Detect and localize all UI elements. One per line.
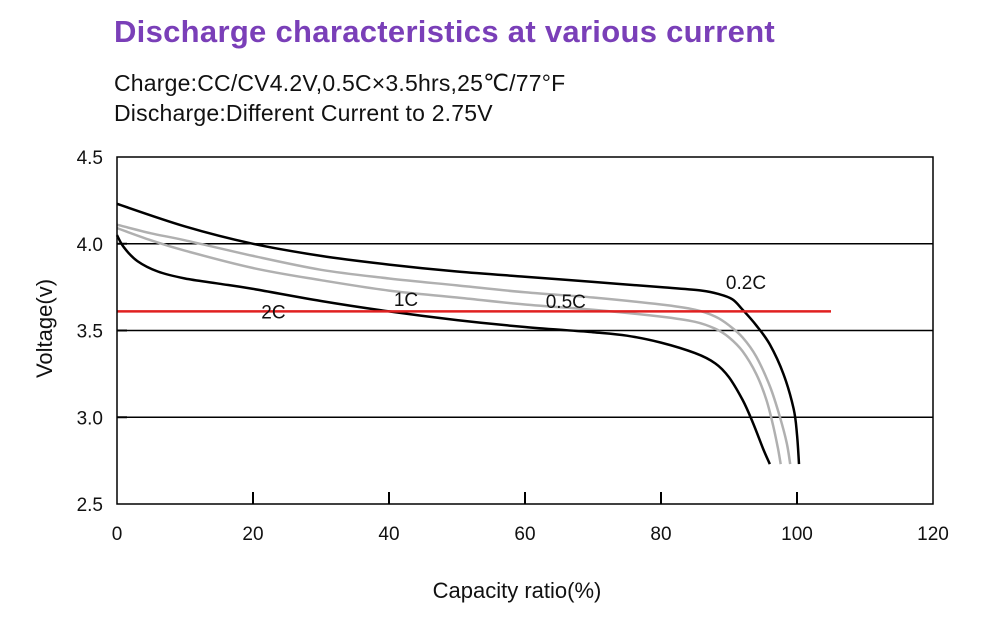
curve-2C: [115, 234, 771, 465]
x-axis-title: Capacity ratio(%): [433, 578, 602, 603]
x-axis-ticks: 0 20 40 60 80 100 120: [112, 492, 949, 545]
x-tick-label: 120: [917, 524, 949, 545]
curve-1C: [116, 226, 782, 465]
chart-title: Discharge characteristics at various cur…: [114, 14, 776, 49]
x-tick-label: 60: [514, 524, 535, 545]
curve-label-0_2C: 0.2C: [726, 273, 766, 294]
y-axis-ticks: 2.5 3.0 3.5 4.0 4.5: [77, 148, 127, 516]
curve-label-1C: 1C: [394, 290, 418, 311]
x-tick-label: 20: [242, 524, 263, 545]
discharge-curves: [115, 202, 801, 465]
y-tick-label: 4.0: [77, 235, 103, 256]
x-tick-label: 80: [650, 524, 671, 545]
y-tick-label: 3.5: [77, 322, 103, 343]
x-tick-label: 40: [378, 524, 399, 545]
charge-conditions: Charge:CC/CV4.2V,0.5C×3.5hrs,25℃/77°F: [114, 70, 566, 96]
y-tick-label: 4.5: [77, 148, 103, 169]
curve-labels: 0.2C 0.5C 1C 2C: [261, 273, 766, 323]
x-tick-label: 100: [781, 524, 813, 545]
curve-0_2C: [116, 202, 801, 465]
y-axis-title: Voltage(v): [32, 279, 57, 378]
y-tick-label: 2.5: [77, 495, 103, 516]
curve-label-0_5C: 0.5C: [546, 292, 586, 313]
curve-label-2C: 2C: [261, 302, 285, 323]
y-tick-label: 3.0: [77, 408, 103, 429]
x-tick-label: 0: [112, 524, 123, 545]
discharge-conditions: Discharge:Different Current to 2.75V: [114, 100, 493, 126]
gridlines: [117, 243, 933, 418]
curve-0_5C: [116, 223, 792, 465]
